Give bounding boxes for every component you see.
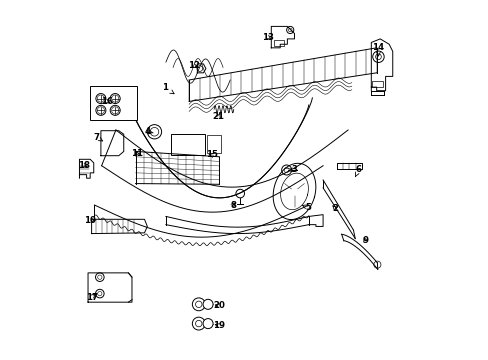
Text: 21: 21: [212, 112, 224, 121]
Text: 9: 9: [362, 236, 367, 245]
Circle shape: [203, 299, 213, 309]
Bar: [90, 86, 136, 120]
Circle shape: [192, 317, 205, 330]
Text: 14: 14: [372, 43, 384, 56]
Text: 7: 7: [93, 132, 102, 141]
Bar: [206, 135, 221, 153]
Bar: [372, 81, 382, 87]
Text: 11: 11: [130, 149, 142, 158]
Text: 12: 12: [187, 61, 200, 70]
Text: 10: 10: [84, 216, 96, 225]
Text: 18: 18: [78, 161, 90, 170]
Text: 2: 2: [332, 204, 338, 213]
Text: 15: 15: [205, 150, 217, 159]
Text: 1: 1: [162, 83, 174, 94]
Text: 5: 5: [302, 203, 311, 212]
Text: 17: 17: [85, 293, 98, 302]
Text: 3: 3: [288, 165, 297, 174]
Text: 13: 13: [261, 33, 273, 42]
Text: 6: 6: [355, 165, 361, 177]
Bar: [273, 40, 283, 46]
Text: 8: 8: [229, 201, 236, 210]
Bar: [171, 134, 205, 155]
Circle shape: [96, 94, 106, 104]
Circle shape: [110, 105, 120, 115]
Text: 4: 4: [144, 127, 153, 136]
Text: 20: 20: [213, 301, 225, 310]
Circle shape: [110, 94, 120, 104]
Circle shape: [192, 298, 205, 311]
Text: 19: 19: [213, 321, 225, 330]
Text: 16: 16: [101, 97, 113, 106]
Circle shape: [96, 105, 106, 115]
Circle shape: [203, 319, 213, 329]
